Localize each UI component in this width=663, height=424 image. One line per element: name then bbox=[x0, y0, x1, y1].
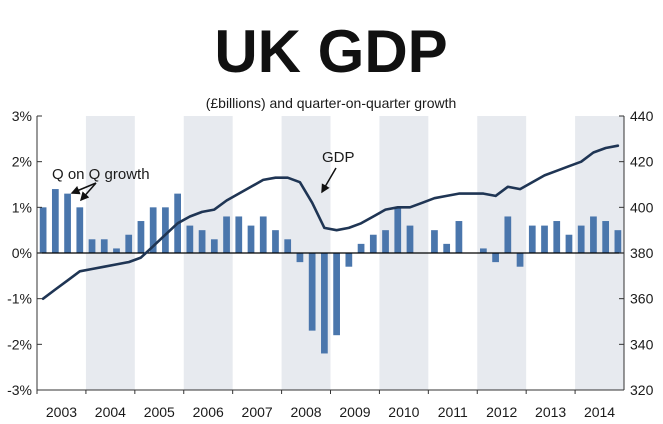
right-tick-label: 380 bbox=[630, 245, 654, 261]
left-tick-label: 1% bbox=[12, 199, 32, 215]
growth-bar bbox=[76, 207, 84, 253]
growth-bar bbox=[614, 230, 622, 253]
growth-bar bbox=[308, 253, 316, 331]
growth-bar bbox=[382, 230, 389, 253]
growth-bar bbox=[504, 216, 512, 253]
gdp-line-group bbox=[41, 144, 620, 301]
growth-bar bbox=[162, 207, 169, 253]
x-tick-label: 2010 bbox=[388, 404, 419, 420]
growth-bar bbox=[431, 230, 438, 253]
growth-bar bbox=[125, 234, 133, 253]
growth-bar bbox=[210, 239, 218, 253]
left-tick-label: -2% bbox=[7, 336, 32, 352]
x-tick-label: 2008 bbox=[290, 404, 321, 420]
growth-bar bbox=[321, 253, 328, 354]
x-tick-label: 2013 bbox=[535, 404, 566, 420]
growth-bar bbox=[296, 253, 304, 263]
right-tick-label: 440 bbox=[630, 108, 654, 124]
chart-title: UK GDP bbox=[214, 18, 447, 85]
growth-bar bbox=[247, 225, 255, 253]
growth-bar bbox=[565, 234, 573, 253]
growth-bar bbox=[137, 221, 145, 253]
x-tick-label: 2004 bbox=[95, 404, 126, 420]
growth-bar bbox=[284, 239, 292, 253]
right-tick-label: 340 bbox=[630, 336, 654, 352]
growth-bar bbox=[186, 225, 194, 253]
growth-bar bbox=[541, 225, 548, 253]
bars-annotation-arrow-1 bbox=[70, 182, 97, 195]
line-annotation: GDP bbox=[322, 149, 355, 166]
growth-bar bbox=[553, 221, 561, 253]
x-tick-label: 2007 bbox=[242, 404, 273, 420]
growth-bar bbox=[259, 216, 267, 253]
axes: -3% -2% -1% 0% 1% 2% 3% 320 340 360 380 400 420 440 20… bbox=[7, 108, 653, 420]
x-tick-label: 2009 bbox=[339, 404, 370, 420]
right-tick-label: 320 bbox=[630, 382, 654, 398]
x-tick-label: 2003 bbox=[46, 404, 77, 420]
growth-bar bbox=[602, 221, 610, 253]
growth-bar bbox=[333, 253, 340, 336]
growth-bar bbox=[223, 216, 230, 253]
bars-annotation: Q on Q growth bbox=[52, 166, 150, 183]
x-tick-label: 2012 bbox=[486, 404, 517, 420]
right-tick-label: 400 bbox=[630, 199, 654, 215]
growth-bar bbox=[272, 230, 279, 253]
left-tick-label: -3% bbox=[7, 382, 32, 398]
right-tick-label: 420 bbox=[630, 154, 654, 170]
growth-bar bbox=[39, 207, 47, 253]
x-tick-label: 2014 bbox=[584, 404, 615, 420]
left-tick-label: 3% bbox=[12, 108, 32, 124]
growth-bar bbox=[516, 253, 524, 267]
growth-bar bbox=[528, 225, 536, 253]
growth-bar bbox=[198, 230, 206, 253]
growth-bar bbox=[100, 239, 108, 253]
x-tick-label: 2011 bbox=[438, 404, 468, 420]
growth-bar bbox=[480, 248, 487, 253]
growth-bar bbox=[345, 253, 353, 267]
growth-bar bbox=[149, 207, 157, 253]
growth-bar bbox=[88, 239, 96, 253]
growth-bar bbox=[443, 243, 451, 253]
growth-bar bbox=[235, 216, 243, 253]
gdp-line bbox=[41, 144, 620, 301]
growth-bar bbox=[455, 221, 463, 253]
bars-annotation-arrow-2 bbox=[80, 182, 97, 202]
growth-bar bbox=[406, 225, 414, 253]
growth-bar bbox=[492, 253, 499, 263]
x-tick-label: 2006 bbox=[193, 404, 224, 420]
growth-bar bbox=[357, 243, 365, 253]
growth-bar bbox=[369, 234, 377, 253]
growth-bar bbox=[113, 248, 120, 253]
growth-bar bbox=[64, 193, 71, 253]
right-tick-label: 360 bbox=[630, 291, 654, 307]
x-tick-label: 2005 bbox=[144, 404, 175, 420]
growth-bar bbox=[590, 216, 597, 253]
left-tick-label: 0% bbox=[12, 245, 32, 261]
left-tick-label: 2% bbox=[12, 154, 32, 170]
growth-bar bbox=[51, 189, 59, 253]
left-tick-label: -1% bbox=[7, 291, 32, 307]
annotations: Q on Q growth GDP bbox=[52, 149, 355, 202]
chart-subtitle: (£billions) and quarter-on-quarter growt… bbox=[206, 95, 457, 111]
growth-bar bbox=[577, 225, 585, 253]
line-annotation-arrow bbox=[321, 167, 337, 194]
growth-bar bbox=[394, 207, 402, 253]
